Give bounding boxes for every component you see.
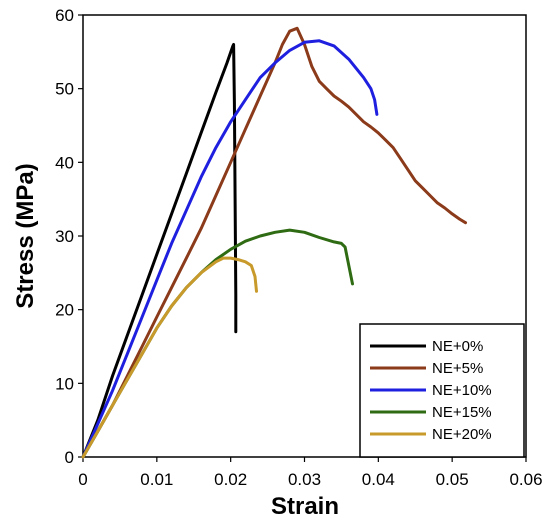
x-axis-ticks: 0 0.01 0.02 0.03 0.04 0.05 0.06 [78,457,543,489]
legend-label: NE+20% [432,426,492,443]
y-tick-label: 20 [55,301,74,320]
legend-label: NE+0% [432,338,483,355]
series-line-1 [81,43,238,459]
legend-label: NE+10% [432,382,492,399]
x-tick-label: 0 [78,470,87,489]
series-lines [81,26,467,459]
x-axis-label: Strain [271,493,339,520]
y-tick-label: 50 [55,80,74,99]
x-tick-label: 0.02 [214,470,247,489]
x-tick-label: 0.01 [140,470,173,489]
y-tick-label: 10 [55,374,74,393]
x-tick-label: 0.03 [288,470,321,489]
y-tick-label: 40 [55,153,74,172]
x-tick-label: 0.05 [436,470,469,489]
legend-label: NE+5% [432,360,483,377]
legend-items: NE+0% NE+5% NE+10% NE+15% NE+20% [370,338,492,443]
series-line-5 [81,256,258,459]
y-tick-label: 0 [65,448,74,467]
y-tick-label: 60 [55,6,74,25]
legend: NE+0% NE+5% NE+10% NE+15% NE+20% [359,323,525,458]
y-axis-ticks: 0 10 20 30 40 50 60 [55,6,83,467]
y-axis-label: Stress (MPa) [12,163,39,308]
x-tick-label: 0.06 [509,470,542,489]
legend-label: NE+15% [432,404,492,421]
x-tick-label: 0.04 [362,470,395,489]
series-line-2 [81,26,467,459]
y-tick-label: 30 [55,227,74,246]
series-line-3 [81,39,379,459]
